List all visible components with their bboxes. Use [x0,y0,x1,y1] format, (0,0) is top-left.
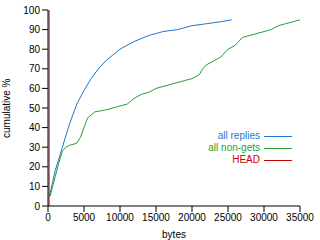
svg-text:20: 20 [29,161,41,172]
svg-text:80: 80 [29,44,41,55]
svg-text:100: 100 [23,5,40,16]
svg-text:10: 10 [29,181,41,192]
svg-text:5000: 5000 [73,212,96,223]
svg-text:15000: 15000 [142,212,170,223]
html-text:all replies: all replies [217,130,260,141]
svg-text:35000: 35000 [286,212,312,223]
svg-text:0: 0 [34,201,40,212]
svg-text:30: 30 [29,142,41,153]
svg-text:20000: 20000 [178,212,206,223]
html-text:HEAD: HEAD [232,154,260,165]
html-text:all non-gets: all non-gets [208,142,260,153]
svg-text:25000: 25000 [214,212,242,223]
svg-text:60: 60 [29,83,41,94]
svg-text:10000: 10000 [106,212,134,223]
svg-text:40: 40 [29,122,41,133]
svg-text:cumulative %: cumulative % [8,78,12,138]
svg-text:bytes: bytes [162,229,186,240]
svg-text:50: 50 [29,103,41,114]
svg-text:0: 0 [45,212,51,223]
svg-text:90: 90 [29,24,41,35]
svg-text:30000: 30000 [250,212,278,223]
svg-text:70: 70 [29,63,41,74]
